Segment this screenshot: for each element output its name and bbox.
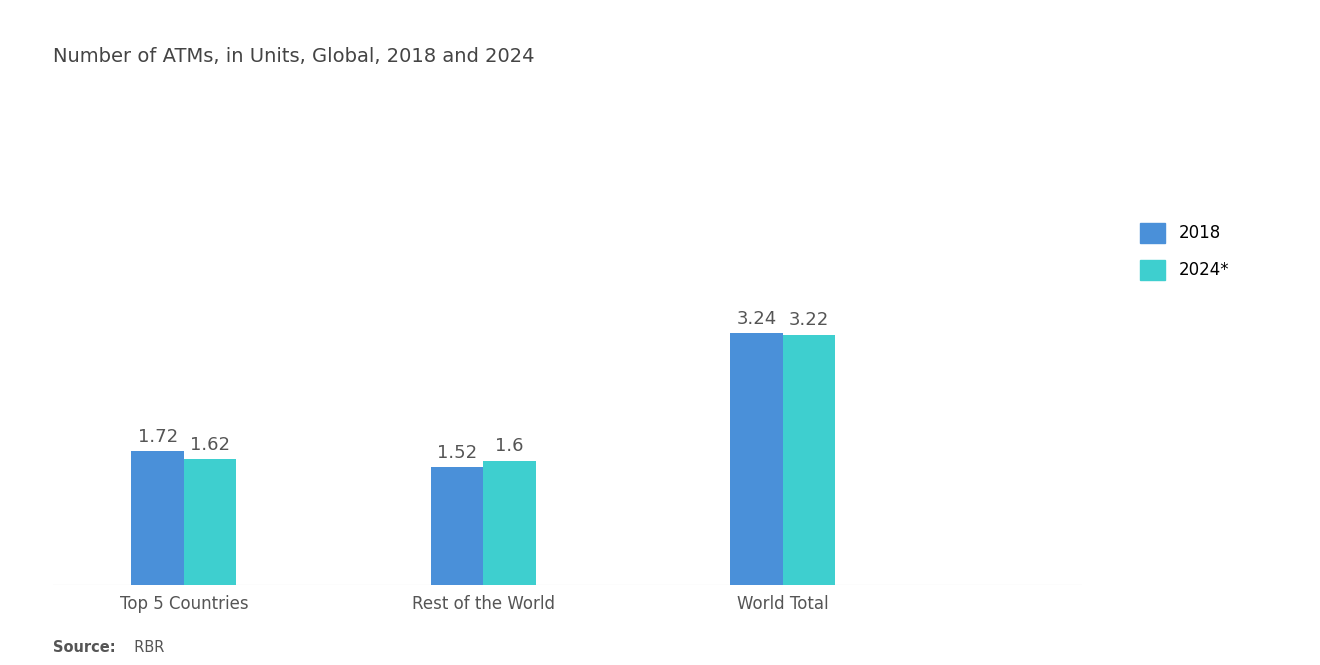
- Bar: [132, 452, 183, 585]
- Bar: [730, 333, 783, 585]
- Bar: [483, 461, 536, 585]
- Text: 3.22: 3.22: [789, 311, 829, 329]
- Legend: 2018, 2024*: 2018, 2024*: [1133, 215, 1238, 289]
- Bar: [783, 335, 836, 585]
- Text: 1.6: 1.6: [495, 438, 524, 456]
- Text: Number of ATMs, in Units, Global, 2018 and 2024: Number of ATMs, in Units, Global, 2018 a…: [53, 47, 535, 66]
- Text: 1.52: 1.52: [437, 444, 478, 462]
- Bar: [430, 467, 483, 585]
- Text: 1.72: 1.72: [137, 428, 178, 446]
- Text: 1.62: 1.62: [190, 436, 230, 454]
- Text: RBR: RBR: [125, 640, 165, 655]
- Text: 3.24: 3.24: [737, 310, 776, 328]
- Bar: [183, 460, 236, 585]
- Text: Source:: Source:: [53, 640, 115, 655]
